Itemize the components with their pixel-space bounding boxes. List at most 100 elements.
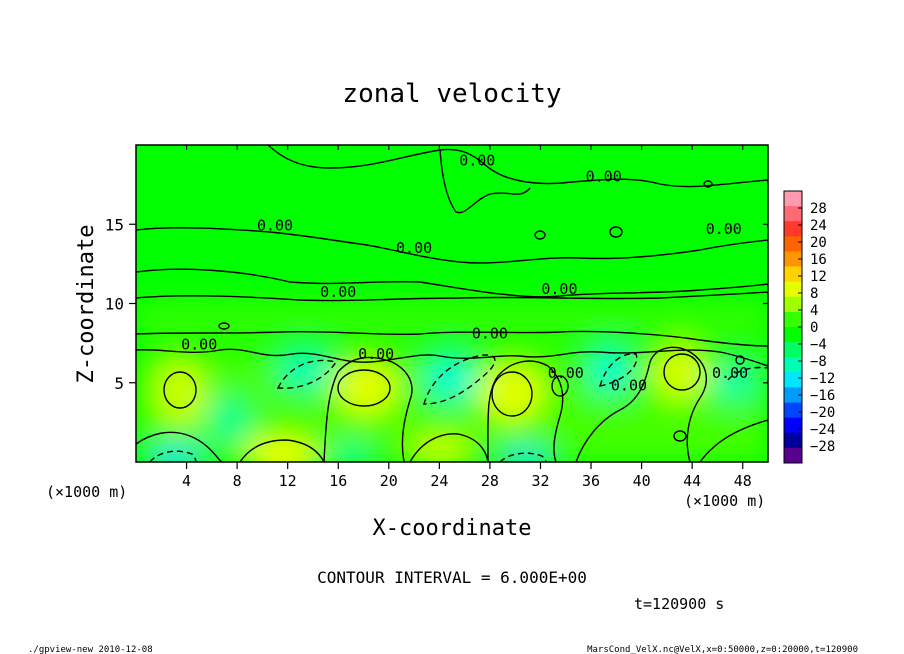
contour-small-loop bbox=[534, 230, 546, 240]
y-unit-label: (×1000 m) bbox=[46, 483, 127, 501]
x-tick-label: 48 bbox=[734, 472, 752, 490]
colorbar-swatch bbox=[784, 221, 802, 237]
colorbar-swatch bbox=[784, 342, 802, 358]
colorbar-swatch bbox=[784, 296, 802, 313]
colorbar-swatch bbox=[784, 402, 802, 418]
contour-negative-line bbox=[423, 354, 496, 405]
contour-zero-line bbox=[136, 431, 223, 462]
x-tick-label: 8 bbox=[233, 472, 242, 490]
field-patch-negative bbox=[497, 446, 553, 462]
colorbar-swatch bbox=[784, 357, 802, 373]
x-tick-label: 28 bbox=[481, 472, 499, 490]
x-tick-label: 16 bbox=[329, 472, 347, 490]
contour-small-loop bbox=[673, 430, 687, 442]
colorbar-swatch bbox=[784, 251, 802, 267]
colorbar-tick-label: 4 bbox=[810, 303, 818, 319]
field-patch-positive bbox=[150, 354, 210, 430]
field-patch-positive bbox=[476, 358, 548, 426]
contour-positive-loop bbox=[163, 371, 197, 409]
contour-label: 0.00 bbox=[181, 335, 217, 353]
x-tick-label: 4 bbox=[182, 472, 191, 490]
contour-small-loop bbox=[551, 375, 569, 397]
footer-right: MarsCond_VelX.nc@VelX,x=0:50000,z=0:2000… bbox=[587, 645, 858, 654]
contour-label: 0.00 bbox=[541, 280, 577, 298]
colorbar-tick-label: −4 bbox=[810, 337, 827, 353]
x-axis-label: X-coordinate bbox=[373, 516, 532, 541]
contour-label: 0.00 bbox=[586, 167, 622, 185]
field-patch-positive bbox=[242, 433, 322, 462]
contour-positive-loop bbox=[337, 369, 391, 407]
contour-label: 0.00 bbox=[548, 364, 584, 382]
field-patch-negative bbox=[707, 358, 763, 406]
colorbar-swatch bbox=[784, 372, 802, 388]
colorbar-swatch bbox=[784, 447, 802, 464]
plot-area: 0.00 0.00 0.00 0.00 0.00 0.00 0.00 0.00 0.00 0.00… bbox=[135, 144, 769, 463]
contour-label: 0.00 bbox=[611, 377, 647, 395]
contour-zero-line bbox=[323, 356, 413, 462]
contour-positive-loop bbox=[491, 371, 533, 417]
colorbar-tick-label: 16 bbox=[810, 252, 827, 268]
contour-label: 0.00 bbox=[459, 152, 495, 170]
y-axis-label: Z-coordinate bbox=[74, 225, 99, 384]
colorbar-tick-label: −24 bbox=[810, 422, 835, 438]
field-patch-negative bbox=[273, 346, 337, 394]
x-tick-label: 40 bbox=[633, 472, 651, 490]
colorbar-tick-label: 20 bbox=[810, 235, 827, 251]
colorbar-swatch bbox=[784, 266, 802, 282]
contour-zero-line bbox=[136, 348, 768, 367]
colorbar-swatch bbox=[784, 281, 802, 298]
contour-small-loop bbox=[218, 322, 230, 330]
colorbar-swatch bbox=[784, 417, 802, 434]
colorbar-swatch bbox=[784, 191, 802, 207]
x-tick-label: 32 bbox=[531, 472, 549, 490]
colorbar-swatch bbox=[784, 311, 802, 328]
contour-label: 0.00 bbox=[706, 220, 742, 238]
time-label: t=120900 s bbox=[634, 595, 724, 613]
field-patch-negative bbox=[420, 350, 480, 406]
colorbar-tick-label: 8 bbox=[810, 286, 818, 302]
contour-label: 0.00 bbox=[712, 364, 748, 382]
x-tick-label: 24 bbox=[430, 472, 448, 490]
y-tick-label: 10 bbox=[105, 295, 124, 314]
footer-left: ./gpview-new 2010-12-08 bbox=[28, 645, 153, 654]
contour-negative-line bbox=[276, 359, 338, 389]
contour-zero-line bbox=[439, 149, 531, 214]
colorbar-swatch bbox=[784, 387, 802, 403]
x-tick-label: 36 bbox=[582, 472, 600, 490]
contour-negative-line bbox=[149, 450, 197, 462]
x-tick-label: 20 bbox=[380, 472, 398, 490]
colorbar-tick-label: −20 bbox=[810, 405, 835, 421]
contour-zero-line bbox=[487, 360, 564, 462]
field-band-mid-level bbox=[136, 300, 768, 338]
contour-label: 0.00 bbox=[472, 324, 508, 342]
colorbar-tick-label: −12 bbox=[810, 371, 835, 387]
x-unit-label: (×1000 m) bbox=[684, 492, 765, 510]
contour-zero-line bbox=[136, 291, 768, 302]
contour-zero-line bbox=[239, 439, 325, 462]
field-patch-positive bbox=[405, 430, 475, 462]
colorbar-swatch bbox=[784, 206, 802, 222]
contour-zero-line bbox=[136, 330, 768, 347]
contour-label: 0.00 bbox=[396, 239, 432, 257]
contour-label: 0.00 bbox=[358, 345, 394, 363]
colorbar-tick-label: −28 bbox=[810, 439, 835, 455]
contour-zero-line bbox=[409, 433, 489, 462]
colorbar-tick-label: 28 bbox=[810, 201, 827, 217]
field-patch-positive bbox=[330, 355, 402, 419]
x-tick-label: 12 bbox=[279, 472, 297, 490]
colorbar-swatch bbox=[784, 432, 802, 449]
contour-negative-line bbox=[598, 353, 638, 387]
colorbar-tick-label: 0 bbox=[810, 320, 818, 336]
contour-zero-line bbox=[575, 346, 708, 462]
contour-small-loop bbox=[735, 355, 745, 365]
y-tick-label: 15 bbox=[105, 215, 124, 234]
colorbar-tick-label: 24 bbox=[810, 218, 827, 234]
contour-interval-label: CONTOUR INTERVAL = 6.000E+00 bbox=[317, 568, 587, 587]
x-axis: 4 8 12 16 20 24 28 32 36 40 44 48 bbox=[182, 145, 752, 490]
colorbar-tick-label: −8 bbox=[810, 354, 827, 370]
contour-lines bbox=[136, 145, 768, 462]
contour-small-loop bbox=[609, 226, 623, 238]
colorbar-tick-label: −16 bbox=[810, 388, 835, 404]
